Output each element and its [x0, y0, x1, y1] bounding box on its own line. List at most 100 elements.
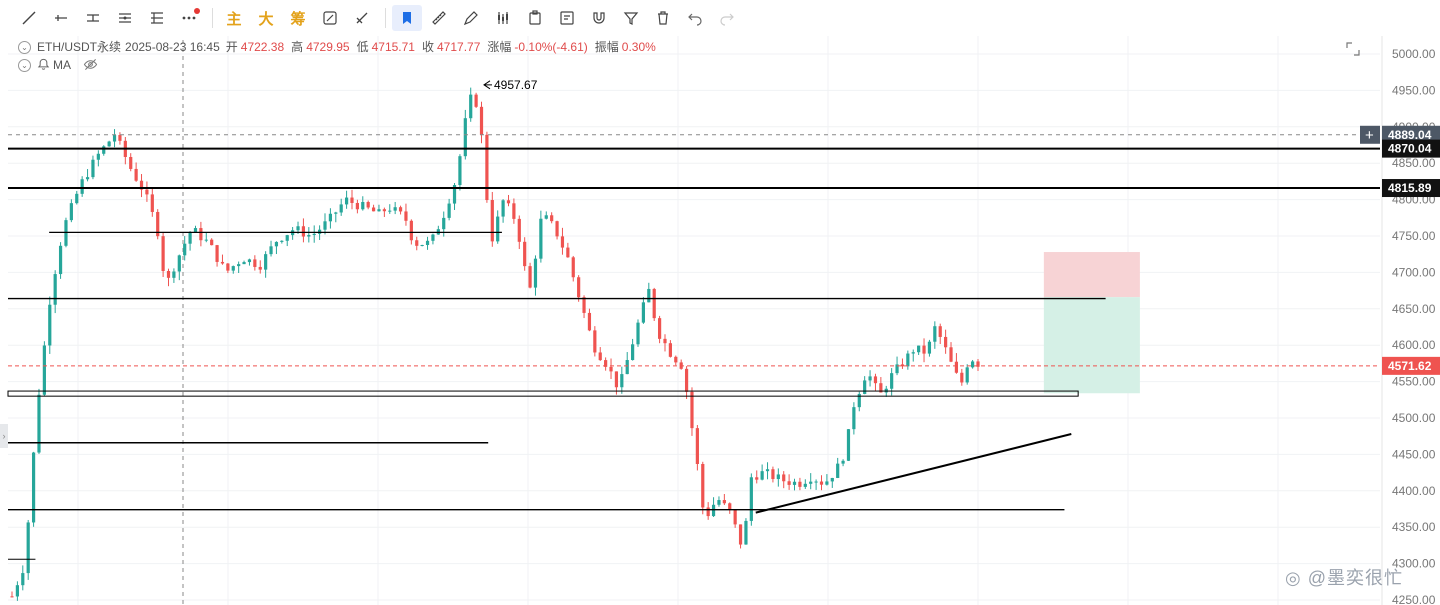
- candle-body: [58, 245, 63, 275]
- candle-body: [609, 366, 613, 372]
- chart-legend: ⌄ ETH/USDT永续 2025-08-23 16:45 开 4722.38 …: [18, 38, 663, 74]
- note-tool[interactable]: [552, 5, 582, 31]
- candle-body: [145, 189, 149, 195]
- candle-body: [118, 135, 122, 141]
- cjk-button-1[interactable]: 大: [258, 10, 274, 28]
- candle-body: [274, 241, 279, 247]
- candle-body: [323, 221, 327, 230]
- candle-body: [900, 364, 905, 367]
- candle-body: [172, 271, 176, 278]
- bookmark-tool[interactable]: [392, 5, 422, 31]
- candle-body: [663, 338, 667, 344]
- cjk-button-0[interactable]: 主: [226, 10, 242, 28]
- reward-zone: [1043, 297, 1140, 394]
- candle-body: [339, 204, 343, 213]
- redo-icon: [720, 13, 734, 26]
- candle-body: [631, 344, 635, 361]
- change-label: 涨幅: [487, 40, 512, 54]
- fullscreen-icon[interactable]: [1344, 40, 1362, 58]
- parallel-channel-tool[interactable]: [110, 5, 140, 31]
- candle-body: [787, 481, 791, 485]
- ma-indicator-label[interactable]: MA: [53, 58, 71, 72]
- undo-tool[interactable]: [680, 5, 710, 31]
- candle-body: [161, 236, 165, 271]
- pen-tool[interactable]: [456, 5, 486, 31]
- clipboard-tool[interactable]: [520, 5, 550, 31]
- candle-body: [938, 326, 942, 337]
- candle-body: [204, 239, 208, 241]
- price-label-text: 4571.62: [1388, 359, 1432, 373]
- high-label: 高: [291, 40, 304, 54]
- candle-body: [879, 383, 883, 393]
- ruler-tool[interactable]: [424, 5, 454, 31]
- price-tick-label: 4950.00: [1392, 83, 1436, 97]
- trash-tool[interactable]: [648, 5, 678, 31]
- collapse-legend-icon[interactable]: ⌄: [18, 40, 31, 54]
- candle-body: [371, 207, 376, 212]
- candle-body: [523, 241, 527, 267]
- clipboard-icon: [529, 10, 541, 25]
- open-label: 开: [225, 40, 238, 54]
- candle-body: [10, 596, 14, 598]
- candle-body: [544, 215, 548, 219]
- horizontal-ray-tool[interactable]: [46, 5, 76, 31]
- peak-price-label: 4957.67: [494, 78, 538, 92]
- fib-retracement-icon: [151, 12, 163, 24]
- eye-hidden-icon[interactable]: [83, 58, 99, 72]
- candle-body: [431, 234, 435, 241]
- candle-body: [706, 507, 710, 517]
- toolbar-separator: [212, 8, 213, 28]
- collapse-panel-handle[interactable]: ›: [0, 424, 8, 448]
- more-icon: [182, 16, 196, 20]
- low-label: 低: [356, 40, 369, 54]
- candle-body: [647, 288, 651, 303]
- trash-icon: [658, 11, 668, 25]
- notification-dot: [194, 8, 200, 14]
- candle-body: [247, 259, 252, 263]
- candle-body: [917, 345, 921, 353]
- candle-body: [85, 177, 90, 180]
- magnet-tool[interactable]: [584, 5, 614, 31]
- drawing-visibility-tool[interactable]: [315, 5, 345, 31]
- fib-retracement-tool[interactable]: [142, 5, 172, 31]
- filter-tool[interactable]: [616, 5, 646, 31]
- candle-body: [134, 168, 138, 181]
- candle-body: [830, 477, 834, 482]
- candle-body: [301, 226, 306, 237]
- trend-line-tool[interactable]: [14, 5, 44, 31]
- high-value: 4729.95: [306, 40, 350, 54]
- bell-icon[interactable]: [37, 58, 51, 72]
- toolbar-separator: [385, 8, 386, 28]
- fib-tool-tool[interactable]: [347, 5, 377, 31]
- price-label-box: [1382, 356, 1440, 375]
- price-label-text: 4815.89: [1388, 181, 1432, 195]
- candle-body: [927, 341, 932, 354]
- collapse-indicators-icon[interactable]: ⌄: [18, 58, 31, 72]
- candle-body: [21, 573, 25, 586]
- candle-body: [798, 481, 802, 487]
- fib-tool-icon: [356, 12, 368, 24]
- candle-body: [814, 481, 818, 483]
- more-tool[interactable]: [174, 5, 204, 31]
- candle-body: [593, 330, 597, 353]
- candle-body: [652, 288, 656, 319]
- redo-tool[interactable]: [712, 5, 742, 31]
- close-value: 4717.77: [437, 40, 481, 54]
- candle-body: [517, 218, 521, 242]
- parallel-channel-icon: [119, 13, 131, 23]
- candle-datetime: 2025-08-23 16:45: [125, 40, 220, 54]
- price-chart[interactable]: 4957.67 5000.004950.004900.004850.004800…: [0, 36, 1440, 605]
- candle-body: [792, 481, 797, 485]
- cjk-button-2[interactable]: 筹: [290, 10, 306, 28]
- candle-body: [344, 197, 349, 205]
- candle-body: [64, 220, 68, 246]
- candle-body: [129, 157, 133, 169]
- horizontal-line-tool[interactable]: [78, 5, 108, 31]
- candles-tool[interactable]: [488, 5, 518, 31]
- candle-body: [242, 262, 246, 265]
- candle-body: [107, 141, 111, 147]
- candle-body: [474, 94, 478, 107]
- candles-icon: [498, 12, 508, 24]
- candle-body: [409, 220, 413, 241]
- candle-body: [193, 228, 198, 233]
